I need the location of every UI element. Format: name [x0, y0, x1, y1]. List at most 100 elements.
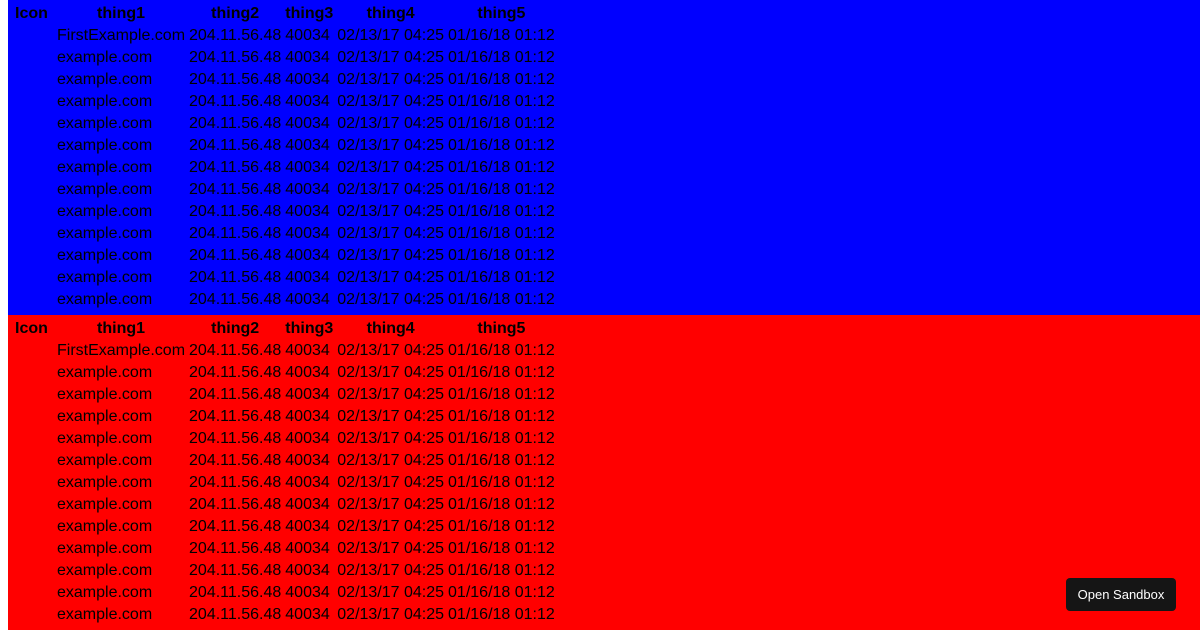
cell-thing5: 01/16/18 01:12 — [448, 181, 555, 198]
table-row: example.com 204.11.56.48 40034 02/13/17 04:… — [10, 450, 556, 472]
column-header-thing3: thing3 — [285, 5, 334, 22]
cell-thing5: 01/16/18 01:12 — [448, 203, 555, 220]
cell-thing1: example.com — [57, 584, 153, 601]
cell-thing2: 204.11.56.48 — [189, 342, 282, 359]
cell-thing2: 204.11.56.48 — [189, 159, 282, 176]
open-sandbox-button[interactable]: Open Sandbox — [1066, 578, 1176, 611]
icon-cell — [10, 267, 54, 289]
table-row: example.com 204.11.56.48 40034 02/13/17 04:… — [10, 157, 556, 179]
column-header-icon: Icon — [15, 5, 48, 22]
cell-thing1: FirstExample.com — [57, 27, 186, 44]
cell-thing4: 02/13/17 04:25 — [337, 540, 445, 557]
cell-thing4: 02/13/17 04:25 — [337, 452, 445, 469]
cell-thing4: 02/13/17 04:25 — [337, 606, 445, 623]
cell-thing3: 40034 — [285, 408, 330, 425]
cell-thing2: 204.11.56.48 — [189, 474, 282, 491]
cell-thing1: example.com — [57, 71, 153, 88]
data-table: Icon thing1 thing2 thing3 thing4 thing5 FirstE… — [8, 3, 558, 311]
cell-thing1: example.com — [57, 540, 153, 557]
cell-thing4: 02/13/17 04:25 — [337, 137, 445, 154]
cell-thing5: 01/16/18 01:12 — [448, 342, 555, 359]
cell-thing3: 40034 — [285, 225, 330, 242]
cell-thing1: example.com — [57, 181, 153, 198]
cell-thing1: example.com — [57, 562, 153, 579]
table-row: example.com 204.11.56.48 40034 02/13/17 04:… — [10, 384, 556, 406]
column-header-thing2: thing2 — [211, 5, 260, 22]
table-row: example.com 204.11.56.48 40034 02/13/17 04:… — [10, 69, 556, 91]
cell-thing1: example.com — [57, 430, 153, 447]
icon-cell — [10, 201, 54, 223]
cell-thing1: example.com — [57, 115, 153, 132]
cell-thing5: 01/16/18 01:12 — [448, 159, 555, 176]
icon-cell — [10, 25, 54, 47]
cell-thing4: 02/13/17 04:25 — [337, 430, 445, 447]
cell-thing2: 204.11.56.48 — [189, 27, 282, 44]
cell-thing1: example.com — [57, 137, 153, 154]
icon-cell — [10, 516, 54, 538]
header-row: Icon thing1 thing2 thing3 thing4 thing5 — [10, 318, 556, 340]
cell-thing5: 01/16/18 01:12 — [448, 137, 555, 154]
cell-thing2: 204.11.56.48 — [189, 540, 282, 557]
cell-thing4: 02/13/17 04:25 — [337, 291, 445, 308]
table-row: FirstExample.com 204.11.56.48 40034 02/13/1… — [10, 340, 556, 362]
cell-thing3: 40034 — [285, 496, 330, 513]
cell-thing3: 40034 — [285, 49, 330, 66]
cell-thing3: 40034 — [285, 386, 330, 403]
cell-thing1: example.com — [57, 159, 153, 176]
cell-thing3: 40034 — [285, 430, 330, 447]
table-row: example.com 204.11.56.48 40034 02/13/17 04:… — [10, 406, 556, 428]
cell-thing4: 02/13/17 04:25 — [337, 408, 445, 425]
cell-thing1: example.com — [57, 518, 153, 535]
cell-thing4: 02/13/17 04:25 — [337, 49, 445, 66]
cell-thing5: 01/16/18 01:12 — [448, 606, 555, 623]
column-header-thing2: thing2 — [211, 320, 260, 337]
cell-thing1: example.com — [57, 386, 153, 403]
table-row: example.com 204.11.56.48 40034 02/13/17 04:… — [10, 113, 556, 135]
cell-thing1: FirstExample.com — [57, 342, 186, 359]
icon-cell — [10, 560, 54, 582]
table-row: example.com 204.11.56.48 40034 02/13/17 04:… — [10, 245, 556, 267]
cell-thing4: 02/13/17 04:25 — [337, 115, 445, 132]
cell-thing2: 204.11.56.48 — [189, 225, 282, 242]
icon-cell — [10, 69, 54, 91]
table-row: example.com 204.11.56.48 40034 02/13/17 04:… — [10, 472, 556, 494]
data-table: Icon thing1 thing2 thing3 thing4 thing5 FirstE… — [8, 318, 558, 626]
icon-cell — [10, 157, 54, 179]
table-row: example.com 204.11.56.48 40034 02/13/17 04:… — [10, 538, 556, 560]
cell-thing3: 40034 — [285, 342, 330, 359]
table-row: example.com 204.11.56.48 40034 02/13/17 04:… — [10, 516, 556, 538]
cell-thing5: 01/16/18 01:12 — [448, 452, 555, 469]
cell-thing1: example.com — [57, 474, 153, 491]
cell-thing3: 40034 — [285, 562, 330, 579]
cell-thing4: 02/13/17 04:25 — [337, 27, 445, 44]
cell-thing4: 02/13/17 04:25 — [337, 269, 445, 286]
table-row: example.com 204.11.56.48 40034 02/13/17 04:… — [10, 267, 556, 289]
cell-thing1: example.com — [57, 225, 153, 242]
cell-thing3: 40034 — [285, 203, 330, 220]
cell-thing3: 40034 — [285, 181, 330, 198]
cell-thing2: 204.11.56.48 — [189, 181, 282, 198]
cell-thing2: 204.11.56.48 — [189, 408, 282, 425]
column-header-thing5: thing5 — [477, 320, 526, 337]
cell-thing4: 02/13/17 04:25 — [337, 342, 445, 359]
column-header-thing5: thing5 — [477, 5, 526, 22]
cell-thing1: example.com — [57, 452, 153, 469]
icon-cell — [10, 406, 54, 428]
cell-thing1: example.com — [57, 247, 153, 264]
column-header-thing1: thing1 — [97, 5, 146, 22]
cell-thing3: 40034 — [285, 269, 330, 286]
cell-thing3: 40034 — [285, 115, 330, 132]
cell-thing1: example.com — [57, 49, 153, 66]
table-row: example.com 204.11.56.48 40034 02/13/17 04:… — [10, 362, 556, 384]
cell-thing4: 02/13/17 04:25 — [337, 203, 445, 220]
cell-thing5: 01/16/18 01:12 — [448, 474, 555, 491]
table-row: example.com 204.11.56.48 40034 02/13/17 04:… — [10, 289, 556, 311]
column-header-thing4: thing4 — [366, 320, 415, 337]
cell-thing1: example.com — [57, 203, 153, 220]
cell-thing3: 40034 — [285, 518, 330, 535]
cell-thing2: 204.11.56.48 — [189, 291, 282, 308]
icon-cell — [10, 135, 54, 157]
table-row: example.com 204.11.56.48 40034 02/13/17 04:… — [10, 582, 556, 604]
cell-thing5: 01/16/18 01:12 — [448, 115, 555, 132]
cell-thing3: 40034 — [285, 474, 330, 491]
